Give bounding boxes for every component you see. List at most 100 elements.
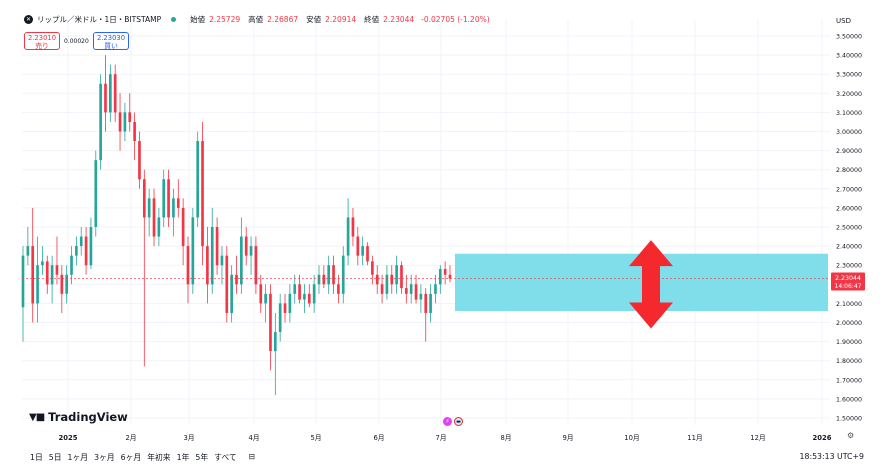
candle (123, 102, 127, 142)
candle (26, 227, 30, 266)
countdown-label: 14:06:47 (835, 283, 862, 290)
candle (424, 288, 428, 342)
candle (55, 236, 59, 285)
buy-button[interactable]: 2.23030 買い (93, 32, 129, 50)
timeframe-6m[interactable]: 6ヶ月 (120, 453, 142, 462)
candle (264, 284, 267, 323)
candle-body (84, 236, 88, 266)
event-flash-icon[interactable]: ⚡ (443, 417, 452, 426)
open-label: 始値 (190, 15, 206, 24)
candle-body (157, 217, 161, 237)
candle (186, 236, 190, 304)
price-tick: 2.60000 (836, 205, 862, 212)
candle-body (443, 269, 447, 275)
candle-body (220, 255, 224, 266)
time-tick: 11月 (687, 434, 702, 442)
candle-body (104, 83, 107, 113)
candle-body (31, 246, 35, 304)
candle (181, 198, 185, 266)
candle-body (400, 265, 403, 289)
candle (283, 293, 287, 323)
tradingview-logo[interactable]: ▼■ TradingView (29, 410, 128, 424)
timeframe-3m[interactable]: 3ヶ月 (94, 453, 115, 462)
close-value: 2.23044 (383, 15, 415, 24)
time-tick: 6月 (373, 434, 384, 442)
candle (210, 207, 214, 294)
candle-body (307, 293, 311, 304)
candle-body (147, 198, 151, 218)
time-tick: 2026 (813, 434, 832, 442)
candle-body (118, 112, 122, 132)
timeframe-1m[interactable]: 1ヶ月 (67, 453, 89, 462)
candle-body (244, 236, 248, 256)
candle (346, 198, 350, 266)
buy-label: 買い (104, 42, 118, 50)
candle-body (240, 236, 243, 285)
candle-body (215, 227, 219, 266)
candle-body (254, 246, 258, 285)
candle-body (322, 274, 326, 285)
candle (191, 207, 195, 294)
high-label: 高値 (248, 15, 264, 24)
symbol-title[interactable]: リップル／米ドル・1日・BITSTAMP (37, 15, 162, 24)
event-flag-icon[interactable]: ▬ (454, 417, 463, 426)
sell-button[interactable]: 2.23010 売り (24, 32, 60, 50)
candle (75, 236, 78, 266)
candle (434, 274, 437, 304)
timeframe-1y[interactable]: 1年 (176, 453, 190, 462)
settings-gear-icon[interactable]: ⚙ (847, 431, 855, 440)
price-tick: 2.30000 (836, 263, 862, 270)
candle-body (293, 284, 297, 294)
candle (293, 274, 297, 304)
candle-body (36, 265, 39, 304)
candle-body (206, 246, 209, 285)
candle (36, 236, 39, 323)
price-tick: 1.60000 (836, 396, 862, 403)
price-tag-bg (831, 272, 865, 291)
candle (109, 64, 112, 122)
clock[interactable]: 18:53:13 UTC+9 (799, 452, 864, 461)
candle-body (128, 112, 132, 122)
candle-body (264, 293, 267, 304)
candle-body (210, 227, 214, 285)
candle (138, 131, 141, 189)
spread-value: 0.00020 (64, 38, 89, 45)
candle (385, 265, 389, 300)
candle-body (70, 255, 73, 275)
candle-body (196, 141, 200, 218)
candle (79, 227, 83, 256)
candle (220, 246, 224, 285)
price-tick: 2.50000 (836, 225, 862, 232)
timeframe-5d[interactable]: 5日 (48, 453, 62, 462)
candle (303, 284, 306, 313)
timeframe-5y[interactable]: 5年 (195, 453, 209, 462)
candle (206, 227, 209, 304)
time-tick: 7月 (435, 434, 446, 442)
time-tick: 12月 (750, 434, 765, 442)
timeframe-ytd[interactable]: 年初来 (147, 453, 171, 462)
candle (142, 169, 146, 367)
candle (438, 265, 442, 294)
candle (419, 284, 423, 313)
candle (60, 265, 64, 313)
candle (341, 246, 345, 304)
price-tick: 3.10000 (836, 110, 862, 117)
market-status-icon (171, 17, 177, 22)
date-range-icon[interactable]: ⊟ (248, 452, 256, 461)
candle (41, 246, 44, 275)
time-tick: 8月 (500, 434, 511, 442)
candle-body (424, 293, 428, 313)
candle-body (341, 255, 345, 294)
candle-body (230, 274, 233, 313)
timeframe-all[interactable]: すべて (214, 453, 237, 462)
price-tick: 1.50000 (836, 416, 862, 423)
timeframe-1d[interactable]: 1日 (30, 453, 43, 462)
candle (322, 265, 326, 289)
candle-body (356, 236, 360, 256)
currency-selector[interactable]: USD (836, 17, 851, 25)
candle (351, 207, 355, 247)
candle (128, 93, 132, 132)
time-tick: 4月 (248, 434, 259, 442)
current-price-label: 2.23044 (835, 275, 861, 282)
